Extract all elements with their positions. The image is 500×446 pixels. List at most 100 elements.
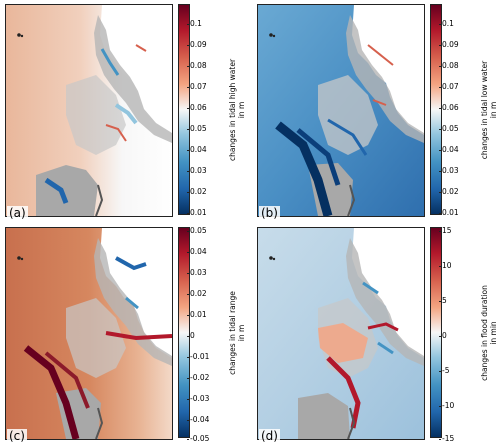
colorbar-tick: 0.03 [439, 166, 459, 175]
blue-channel [125, 296, 139, 310]
colorbar-ticks: 15 10 5 0 -5 -10 -15 [438, 226, 474, 443]
colorbar-tick: 0.05 [439, 124, 459, 133]
colorbar-tick: 0.04 [187, 247, 207, 256]
panel-letter: (d) [259, 429, 280, 443]
coastal-shading [94, 15, 172, 143]
colorbar-tick: 0.1 [187, 19, 202, 28]
red-zone [318, 323, 368, 363]
panel-a: (a) 0.1 0.09 0.08 0.07 0.06 0.05 0.04 0.… [2, 0, 246, 223]
island-marker [269, 256, 273, 260]
colorbar-tick: 0.04 [439, 145, 459, 154]
dark-red-channel [23, 345, 80, 439]
colorbar [178, 227, 190, 438]
wadden-flats [66, 298, 126, 378]
red-channel [105, 331, 172, 341]
wadden-flats [66, 75, 126, 155]
panel-c: (c) 0.05 0.04 0.03 0.02 0.01 0 -0.01 -0.… [2, 223, 246, 446]
panel-b: (b) 0.1 0.09 0.08 0.07 0.06 0.05 0.04 0.… [254, 0, 498, 223]
southern-land [36, 165, 98, 216]
red-channel [367, 322, 399, 332]
colorbar-tick: 0.06 [187, 103, 207, 112]
colorbar-tick: 0.01 [187, 208, 207, 217]
colorbar-ticks: 0.05 0.04 0.03 0.02 0.01 0 -0.01 -0.02 -… [186, 226, 222, 443]
colorbar-tick: 0.05 [187, 226, 207, 235]
red-channel [326, 356, 361, 429]
island-marker [17, 256, 21, 260]
colorbar-label: changes in tidal low water in m [478, 4, 500, 215]
colorbar-tick: 0.03 [187, 268, 207, 277]
deep-blue-channel [296, 128, 341, 186]
colorbar-tick: -0.05 [186, 434, 210, 443]
colorbar-tick: 0.07 [187, 82, 207, 91]
dark-red-channel [44, 351, 90, 409]
map-c-svg [6, 228, 172, 439]
land-region [100, 5, 172, 135]
blue-channel [115, 256, 147, 271]
colorbar-ticks: 0.1 0.09 0.08 0.07 0.06 0.05 0.04 0.03 0… [439, 4, 474, 217]
colorbar-tick: -10 [438, 401, 455, 410]
red-channel [135, 44, 147, 52]
map-b [257, 4, 425, 217]
colorbar-tick: -0.03 [186, 394, 210, 403]
colorbar-tick: 0.04 [187, 145, 207, 154]
panel-letter: (b) [259, 206, 280, 220]
blue-estuary [44, 177, 69, 204]
colorbar-label: changes in tidal range in m [226, 227, 248, 438]
colorbar-label-line2: in m [489, 101, 498, 118]
colorbar-tick: 10 [439, 261, 452, 270]
colorbar-tick: 0 [439, 331, 447, 340]
river [347, 184, 356, 216]
island-marker [17, 33, 21, 37]
colorbar-label: changes in flood duration in min [478, 227, 500, 438]
colorbar-tick: 0.02 [439, 187, 459, 196]
colorbar-tick: -0.01 [186, 352, 210, 361]
colorbar-tick: 0.05 [187, 124, 207, 133]
colorbar-tick: 0.1 [439, 19, 454, 28]
river [95, 184, 104, 216]
river [347, 407, 356, 439]
colorbar-tick: 0.06 [439, 103, 459, 112]
colorbar-tick: -15 [438, 434, 455, 443]
colorbar [430, 227, 442, 438]
colorbar [178, 4, 190, 215]
blue-channel [327, 118, 368, 156]
colorbar-label-line1: changes in tidal high water [228, 58, 237, 161]
island-marker [269, 33, 273, 37]
colorbar-tick: 0.02 [187, 289, 207, 298]
colorbar-tick: 0.01 [187, 310, 207, 319]
coastal-shading [346, 238, 424, 366]
red-channel [105, 124, 127, 142]
wadden-flats [318, 75, 378, 155]
map-b-svg [258, 5, 424, 216]
river [95, 407, 104, 439]
deep-blue-channel [275, 121, 333, 216]
colorbar [430, 4, 442, 215]
colorbar-tick: 0.09 [187, 40, 207, 49]
colorbar-tick: 0.09 [439, 40, 459, 49]
colorbar-tick: 15 [439, 226, 452, 235]
panel-d: (d) 15 10 5 0 -5 -10 -15 changes in floo… [254, 223, 498, 446]
land-region [352, 228, 424, 358]
colorbar-label: changes in tidal high water in m [226, 4, 248, 215]
blue-channel [377, 341, 394, 355]
colorbar-label-line2: in m [237, 324, 246, 341]
colorbar-tick: 0.02 [187, 187, 207, 196]
colorbar-label-line2: in m [237, 101, 246, 118]
colorbar-label-line1: changes in tidal range [228, 290, 237, 375]
land-region [352, 5, 424, 135]
colorbar-tick: 0.03 [187, 166, 207, 175]
colorbar-tick: 0.01 [439, 208, 459, 217]
panel-letter: (a) [7, 206, 28, 220]
map-a [5, 4, 173, 217]
coastal-shading [94, 238, 172, 366]
colorbar-tick: 0.08 [439, 61, 459, 70]
colorbar-ticks: 0.1 0.09 0.08 0.07 0.06 0.05 0.04 0.03 0… [187, 4, 222, 217]
colorbar-tick: 0.08 [187, 61, 207, 70]
colorbar-tick: 0 [187, 331, 195, 340]
blue-channel [362, 281, 379, 295]
southern-land [298, 393, 350, 439]
colorbar-label-line1: changes in tidal low water [480, 60, 489, 159]
colorbar-tick: -0.04 [186, 415, 210, 424]
map-d [257, 227, 425, 440]
colorbar-label-line1: changes in flood duration [480, 284, 489, 381]
